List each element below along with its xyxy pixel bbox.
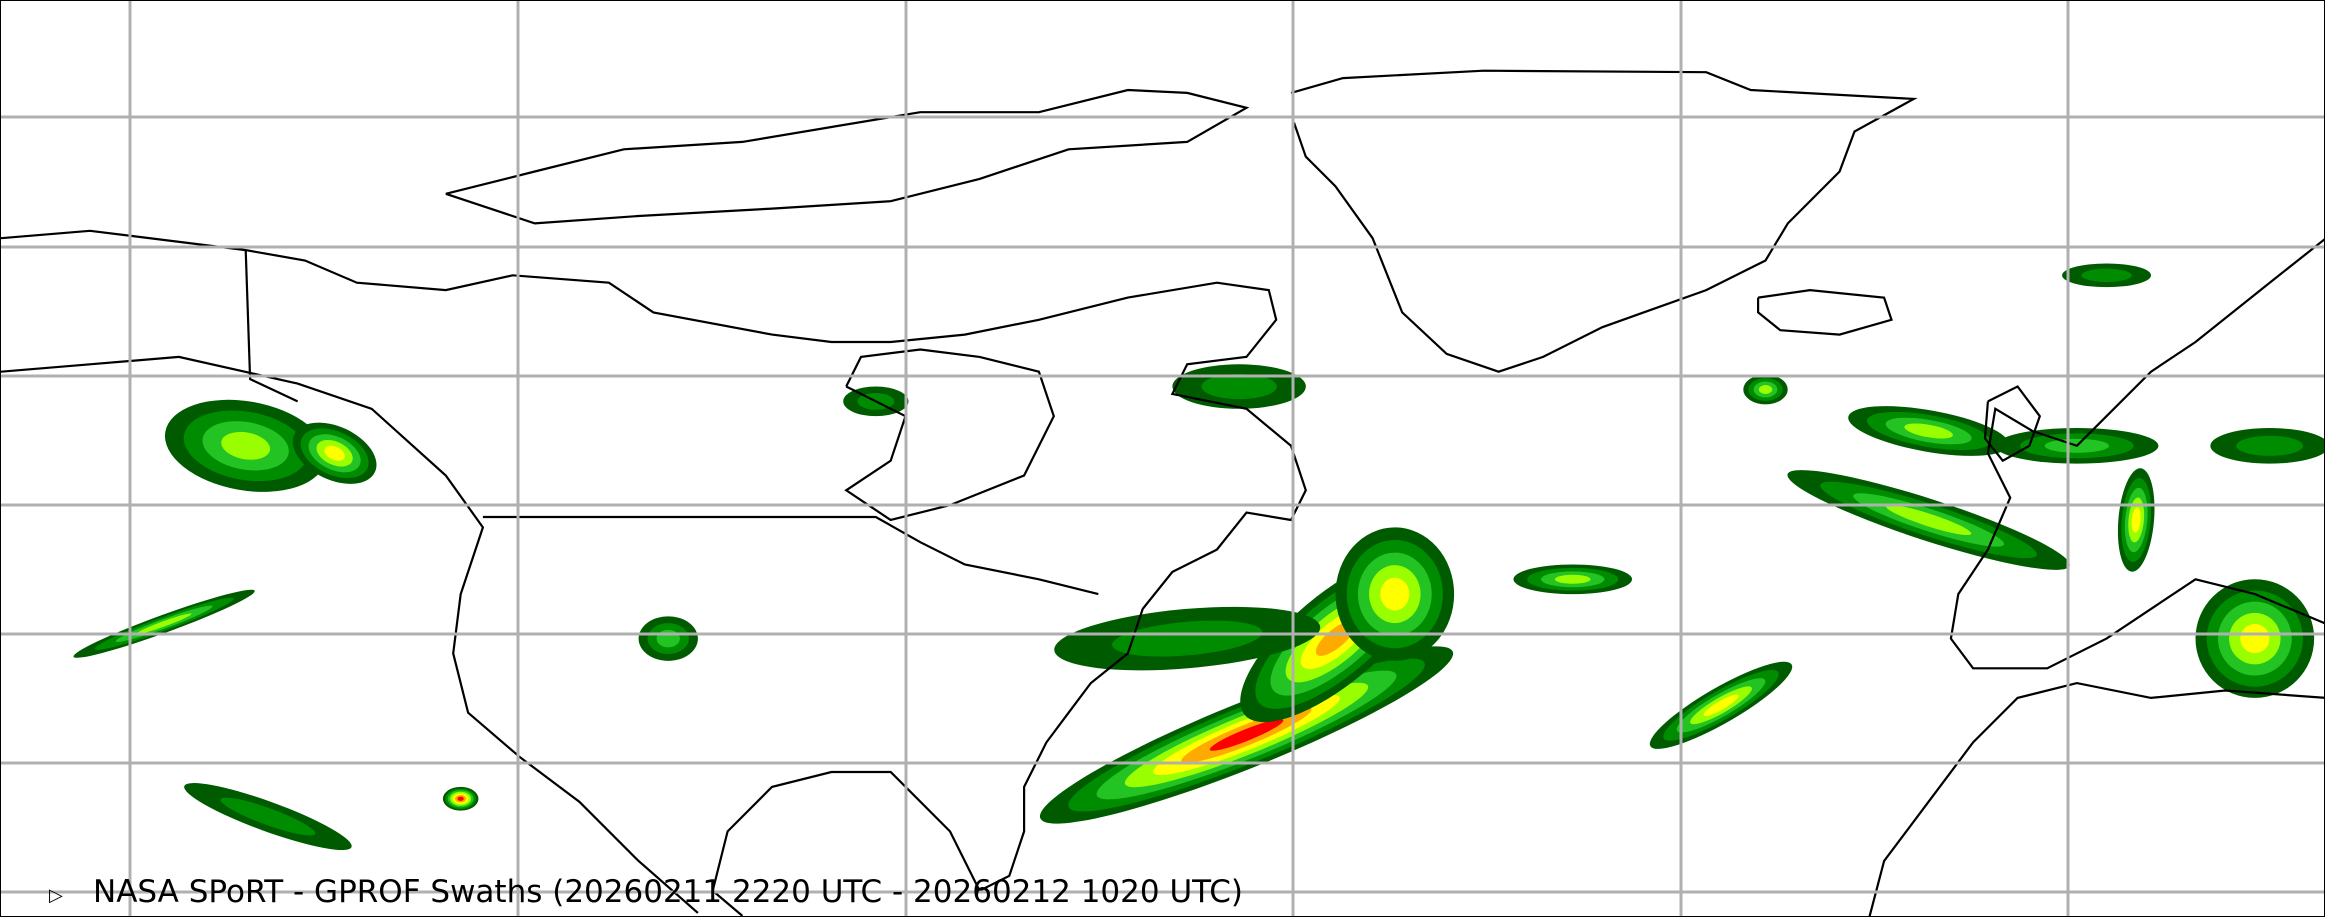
coastline-path bbox=[445, 88, 1250, 225]
coastline-path bbox=[1983, 385, 2042, 463]
precip-swath bbox=[324, 445, 345, 461]
coastline-path bbox=[1, 355, 699, 914]
precip-swath bbox=[1904, 423, 1953, 439]
coastline-path bbox=[1949, 238, 2324, 670]
precip-swath bbox=[656, 629, 680, 648]
coastline-path bbox=[1868, 681, 2324, 916]
precip-swath bbox=[221, 431, 271, 460]
map-title: NASA SPoRT - GPROF Swaths (20260211 2220… bbox=[93, 874, 1243, 910]
precip-swath bbox=[2131, 507, 2141, 533]
precip-swath bbox=[1554, 574, 1591, 584]
precip-swath bbox=[1209, 719, 1284, 751]
precip-swath bbox=[136, 613, 192, 635]
precip-swath bbox=[2236, 435, 2304, 456]
precip-swath bbox=[1380, 577, 1410, 611]
precip-swath bbox=[457, 796, 464, 801]
coastline-path bbox=[844, 348, 1055, 522]
precip-swath bbox=[1758, 385, 1773, 394]
coastline-path bbox=[1757, 288, 1893, 336]
coastline-path bbox=[711, 770, 981, 916]
coastline-path bbox=[482, 515, 1099, 596]
coastline-path bbox=[244, 250, 299, 403]
precip-swath bbox=[1885, 504, 1972, 536]
coastlines bbox=[1, 69, 2324, 916]
precip-swath bbox=[1703, 694, 1739, 717]
precip-swath bbox=[220, 797, 316, 836]
precip-swath bbox=[1201, 373, 1277, 400]
precipitation-swaths bbox=[73, 263, 2324, 850]
precip-swath bbox=[2240, 624, 2270, 654]
location-marker-icon: ▷ bbox=[49, 885, 63, 906]
coastline-path bbox=[1, 229, 1307, 892]
precip-swath bbox=[2081, 268, 2132, 283]
coastline-path bbox=[1290, 69, 1918, 373]
precip-swath bbox=[1112, 620, 1263, 657]
